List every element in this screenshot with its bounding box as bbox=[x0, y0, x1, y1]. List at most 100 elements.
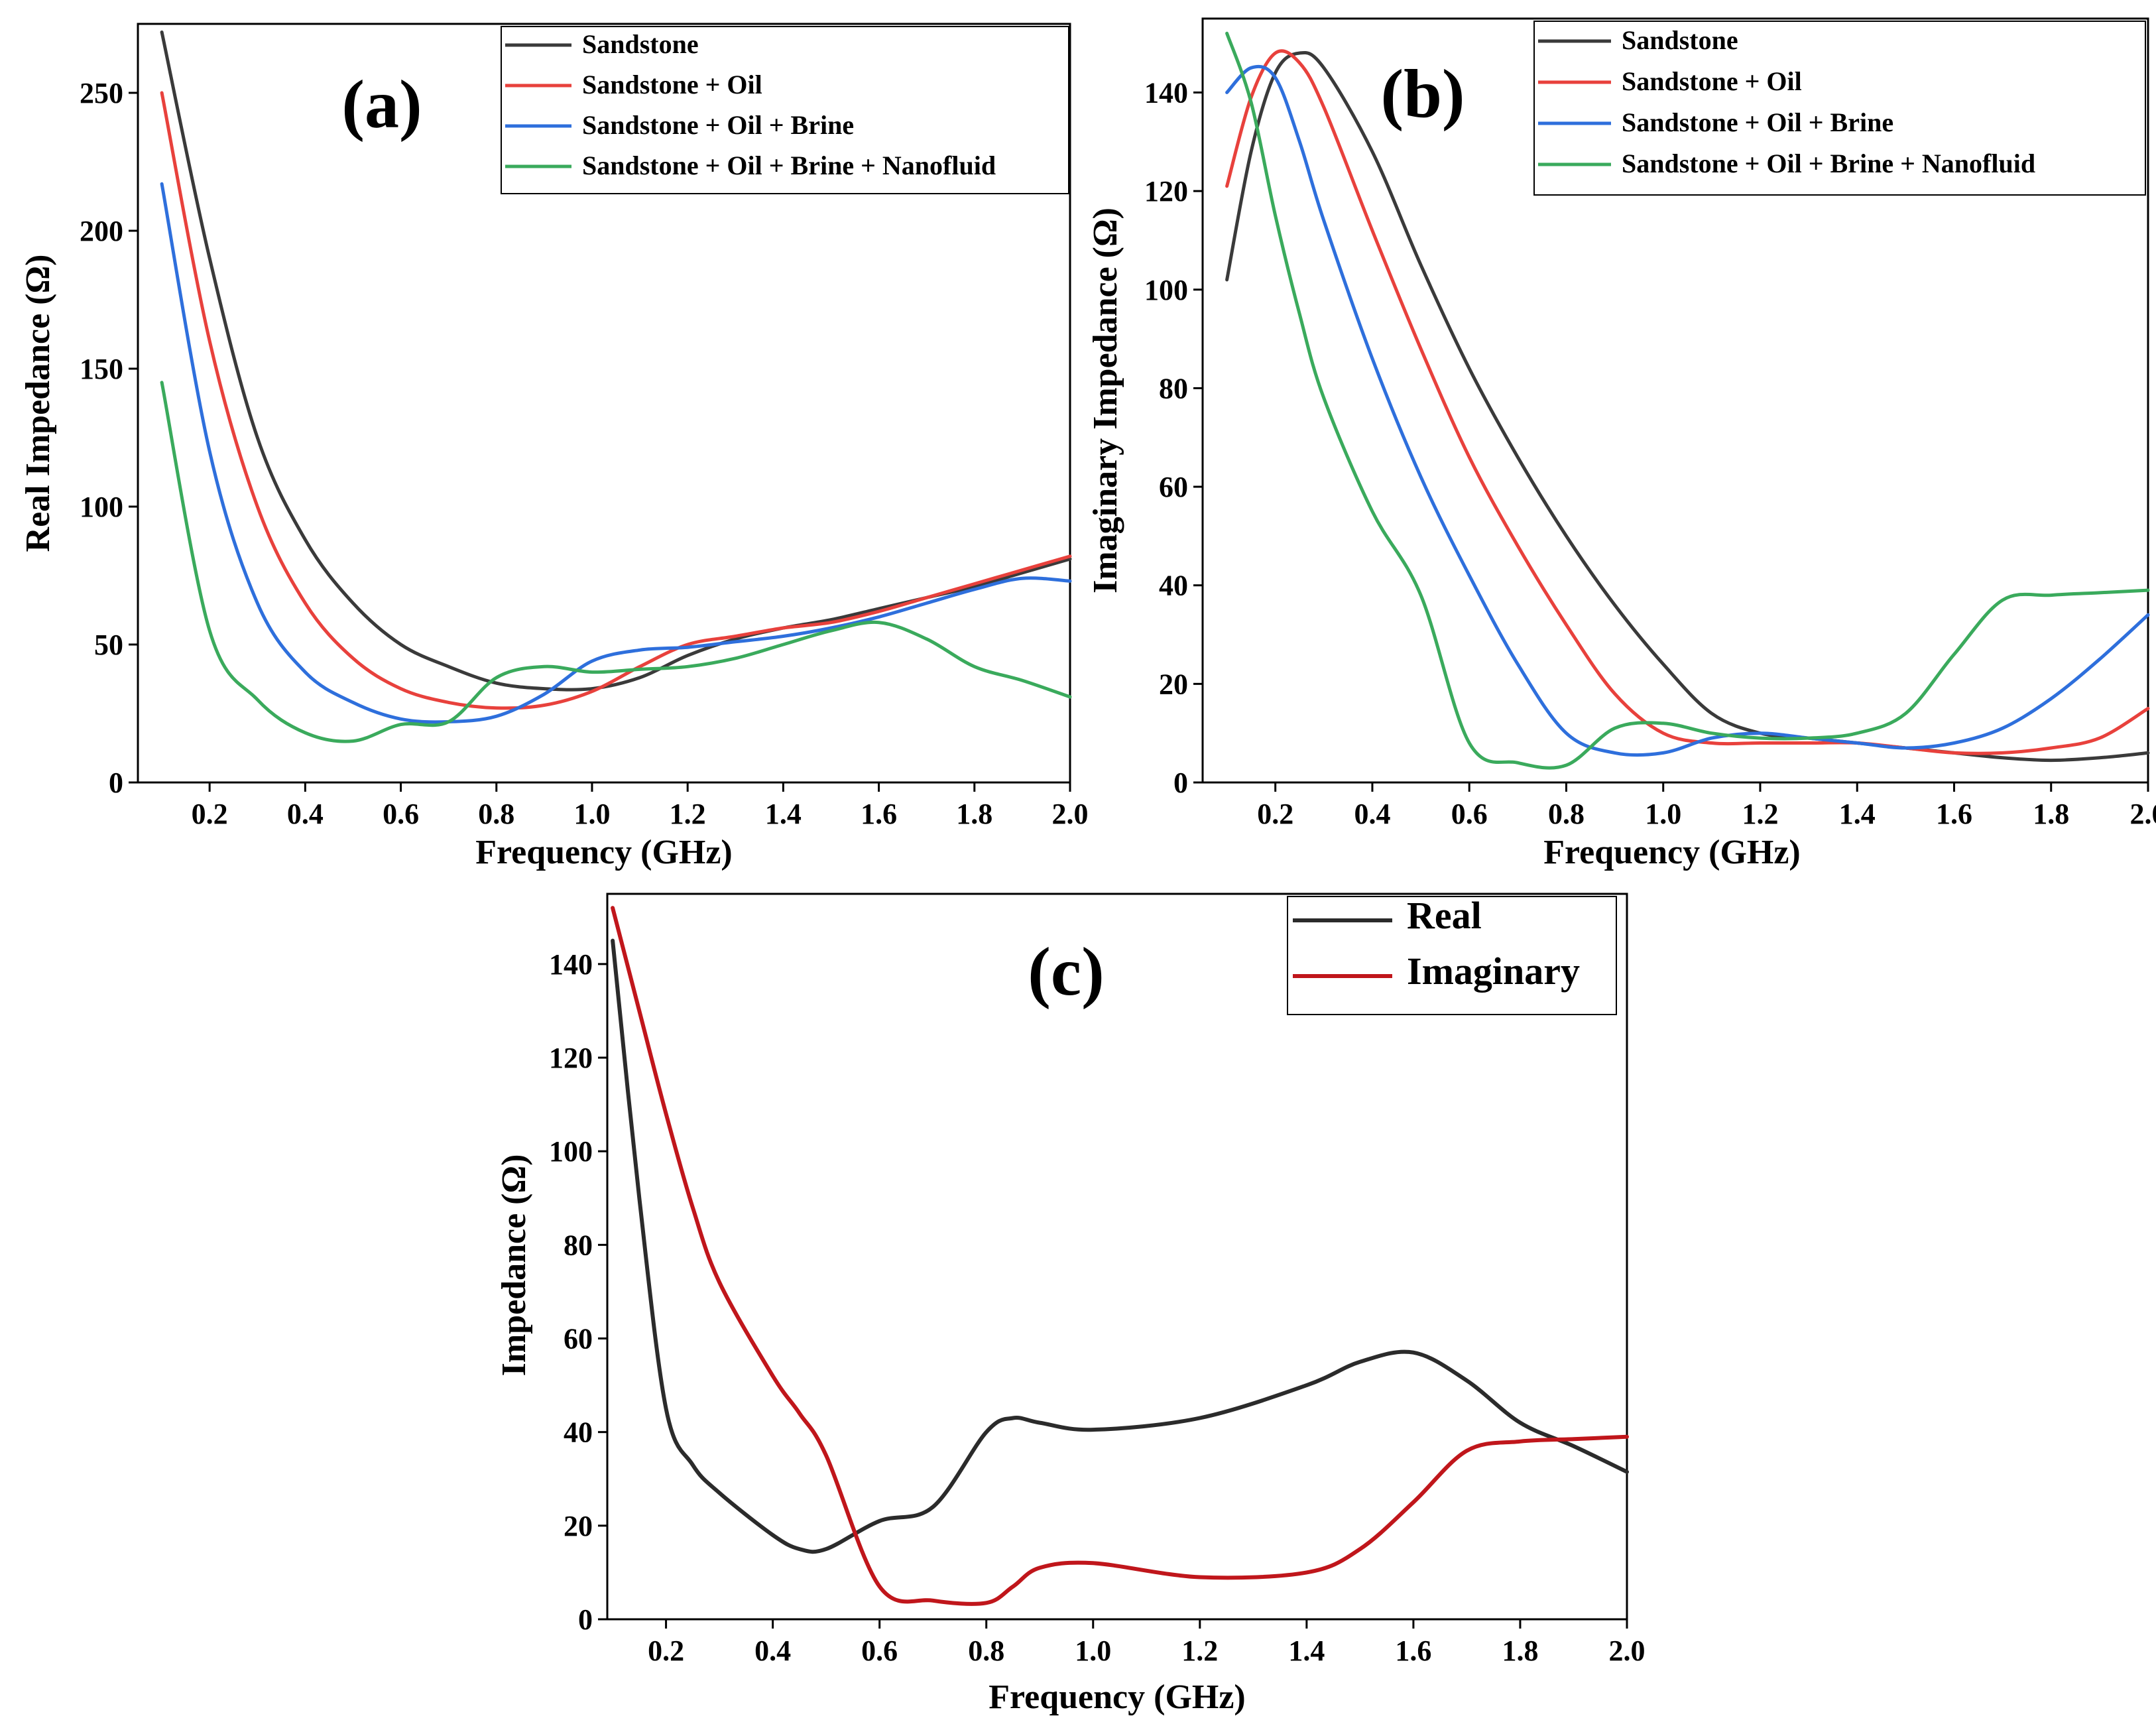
y-tick-label: 100 bbox=[1144, 274, 1188, 306]
series-line-sandstone-oil-brine bbox=[160, 182, 1072, 724]
x-tick-label: 0.8 bbox=[478, 798, 514, 830]
y-tick-label: 80 bbox=[564, 1229, 593, 1261]
x-tick-label: 0.2 bbox=[192, 798, 228, 830]
y-tick-label: 120 bbox=[549, 1042, 593, 1074]
legend-box-c bbox=[1287, 896, 1617, 1015]
x-axis-title-a: Frequency (GHz) bbox=[475, 834, 733, 871]
x-tick-label: 1.8 bbox=[1502, 1635, 1538, 1667]
legend-label-sandstone: Sandstone bbox=[582, 29, 699, 59]
x-tick-label: 0.2 bbox=[1257, 798, 1293, 830]
x-tick-label: 1.2 bbox=[1742, 798, 1778, 830]
x-tick-label: 0.6 bbox=[383, 798, 419, 830]
x-tick-label: 2.0 bbox=[2130, 798, 2156, 830]
legend-box-b bbox=[1533, 21, 2146, 196]
y-tick-label: 100 bbox=[80, 491, 123, 523]
x-tick-label: 1.6 bbox=[1395, 1635, 1431, 1667]
chart-panel-a: 0.2 0.4 0.6 0.8 1.0 1.2 1.4 1.6 1.8 2.0 0 50 100 150… bbox=[19, 23, 1089, 871]
y-tick-label: 20 bbox=[1159, 668, 1188, 700]
legend-label-sandstone-oil-brine: Sandstone + Oil + Brine bbox=[1622, 107, 1893, 137]
x-axis-ticks-c: 0.2 0.4 0.6 0.8 1.0 1.2 1.4 1.6 1.8 2.0 bbox=[648, 1619, 1646, 1667]
y-tick-label: 40 bbox=[1159, 570, 1188, 602]
x-tick-label: 0.6 bbox=[1451, 798, 1488, 830]
x-tick-label: 1.0 bbox=[1645, 798, 1681, 830]
legend-label-sandstone-oil: Sandstone + Oil bbox=[1622, 66, 1802, 96]
y-tick-label: 200 bbox=[80, 215, 123, 247]
series-lines-c bbox=[611, 906, 1629, 1606]
y-tick-label: 0 bbox=[578, 1603, 593, 1636]
series-line-real bbox=[611, 938, 1629, 1554]
plot-frame-b bbox=[1201, 17, 2149, 784]
y-tick-label: 120 bbox=[1144, 175, 1188, 208]
series-line-sandstone-oil-brine-nanofluid bbox=[160, 381, 1072, 743]
x-axis-title-b: Frequency (GHz) bbox=[1543, 834, 1801, 871]
x-tick-label: 1.0 bbox=[573, 798, 610, 830]
series-line-imaginary bbox=[611, 906, 1629, 1606]
x-axis-title-c: Frequency (GHz) bbox=[988, 1678, 1246, 1716]
y-tick-label: 0 bbox=[1173, 767, 1188, 799]
y-axis-title-b: Imaginary Impedance (Ω) bbox=[1087, 208, 1124, 593]
y-tick-label: 140 bbox=[1144, 76, 1188, 109]
legend-label-real: Real bbox=[1407, 894, 1482, 937]
y-tick-label: 150 bbox=[80, 353, 123, 385]
legend-label-sandstone-oil-brine: Sandstone + Oil + Brine bbox=[582, 110, 854, 140]
legend-label-sandstone-oil-brine-nanofluid: Sandstone + Oil + Brine + Nanofluid bbox=[1622, 149, 2035, 178]
x-tick-label: 1.2 bbox=[1181, 1635, 1218, 1667]
y-axis-ticks-c: 0 20 40 60 80 100 120 140 bbox=[549, 948, 607, 1636]
legend-c: Real Imaginary bbox=[1287, 894, 1617, 1015]
panel-label-b: (b) bbox=[1380, 56, 1465, 132]
y-axis-ticks-a: 0 50 100 150 200 250 bbox=[80, 77, 138, 799]
series-line-sandstone-oil bbox=[160, 91, 1072, 710]
x-axis-ticks-b: 0.2 0.4 0.6 0.8 1.0 1.2 1.4 1.6 1.8 2.0 bbox=[1257, 782, 2156, 830]
x-tick-label: 0.6 bbox=[861, 1635, 898, 1667]
x-tick-label: 0.4 bbox=[1354, 798, 1390, 830]
series-line-sandstone-oil-brine-nanofluid bbox=[1225, 31, 2150, 770]
legend-a: Sandstone Sandstone + Oil Sandstone + Oil … bbox=[501, 26, 1069, 194]
y-tick-label: 140 bbox=[549, 948, 593, 981]
y-tick-label: 50 bbox=[94, 629, 123, 661]
panel-label-c: (c) bbox=[1028, 934, 1104, 1010]
y-tick-label: 20 bbox=[564, 1510, 593, 1542]
x-axis-ticks-a: 0.2 0.4 0.6 0.8 1.0 1.2 1.4 1.6 1.8 2.0 bbox=[192, 782, 1089, 830]
legend-b: Sandstone Sandstone + Oil Sandstone + Oil … bbox=[1533, 21, 2146, 196]
legend-label-imaginary: Imaginary bbox=[1407, 950, 1580, 993]
series-line-sandstone bbox=[160, 31, 1072, 692]
x-tick-label: 0.8 bbox=[1548, 798, 1585, 830]
y-tick-label: 60 bbox=[1159, 471, 1188, 503]
y-tick-label: 40 bbox=[564, 1416, 593, 1449]
x-tick-label: 1.4 bbox=[765, 798, 802, 830]
x-tick-label: 1.6 bbox=[861, 798, 897, 830]
series-lines-a bbox=[160, 31, 1072, 743]
plot-frame-c bbox=[606, 893, 1628, 1621]
y-tick-label: 60 bbox=[564, 1323, 593, 1355]
legend-label-sandstone-oil-brine-nanofluid: Sandstone + Oil + Brine + Nanofluid bbox=[582, 151, 996, 180]
legend-label-sandstone: Sandstone bbox=[1622, 25, 1738, 55]
plot-frame-a bbox=[137, 23, 1071, 784]
x-tick-label: 1.8 bbox=[956, 798, 992, 830]
x-tick-label: 1.2 bbox=[670, 798, 706, 830]
x-tick-label: 2.0 bbox=[1609, 1635, 1646, 1667]
x-tick-label: 2.0 bbox=[1052, 798, 1089, 830]
y-axis-title-a: Real Impedance (Ω) bbox=[19, 255, 57, 552]
x-tick-label: 1.4 bbox=[1288, 1635, 1325, 1667]
series-lines-b bbox=[1225, 31, 2150, 770]
panel-label-a: (a) bbox=[341, 66, 422, 143]
x-tick-label: 0.4 bbox=[287, 798, 324, 830]
x-tick-label: 0.8 bbox=[968, 1635, 1004, 1667]
legend-label-sandstone-oil: Sandstone + Oil bbox=[582, 70, 762, 99]
x-tick-label: 1.8 bbox=[2033, 798, 2069, 830]
y-tick-label: 100 bbox=[549, 1135, 593, 1168]
x-tick-label: 1.4 bbox=[1839, 798, 1876, 830]
y-axis-title-c: Impedance (Ω) bbox=[495, 1154, 533, 1377]
x-tick-label: 0.2 bbox=[648, 1635, 684, 1667]
y-tick-label: 80 bbox=[1159, 372, 1188, 404]
series-line-sandstone-oil bbox=[1225, 49, 2150, 755]
y-tick-label: 250 bbox=[80, 77, 123, 109]
x-tick-label: 0.4 bbox=[754, 1635, 791, 1667]
legend-box-a bbox=[501, 26, 1069, 194]
y-axis-ticks-b: 0 20 40 60 80 100 120 140 bbox=[1144, 76, 1203, 799]
y-tick-label: 0 bbox=[109, 767, 123, 799]
x-tick-label: 1.6 bbox=[1936, 798, 1972, 830]
chart-panel-c: 0.2 0.4 0.6 0.8 1.0 1.2 1.4 1.6 1.8 2.0 0 20 40 60 80… bbox=[495, 893, 1646, 1716]
chart-panel-b: 0.2 0.4 0.6 0.8 1.0 1.2 1.4 1.6 1.8 2.0 0 20 40 60 80… bbox=[1087, 17, 2156, 871]
